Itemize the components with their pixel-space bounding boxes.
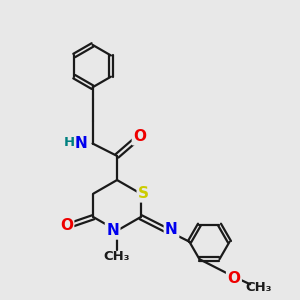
Text: N: N [75, 136, 88, 151]
Text: CH₃: CH₃ [245, 281, 272, 294]
Text: S: S [138, 186, 149, 201]
Text: O: O [227, 271, 240, 286]
Text: O: O [60, 218, 73, 233]
Text: H: H [64, 136, 75, 149]
Text: O: O [133, 129, 146, 144]
Text: N: N [165, 222, 178, 237]
Text: CH₃: CH₃ [104, 250, 130, 263]
Text: N: N [106, 223, 119, 238]
